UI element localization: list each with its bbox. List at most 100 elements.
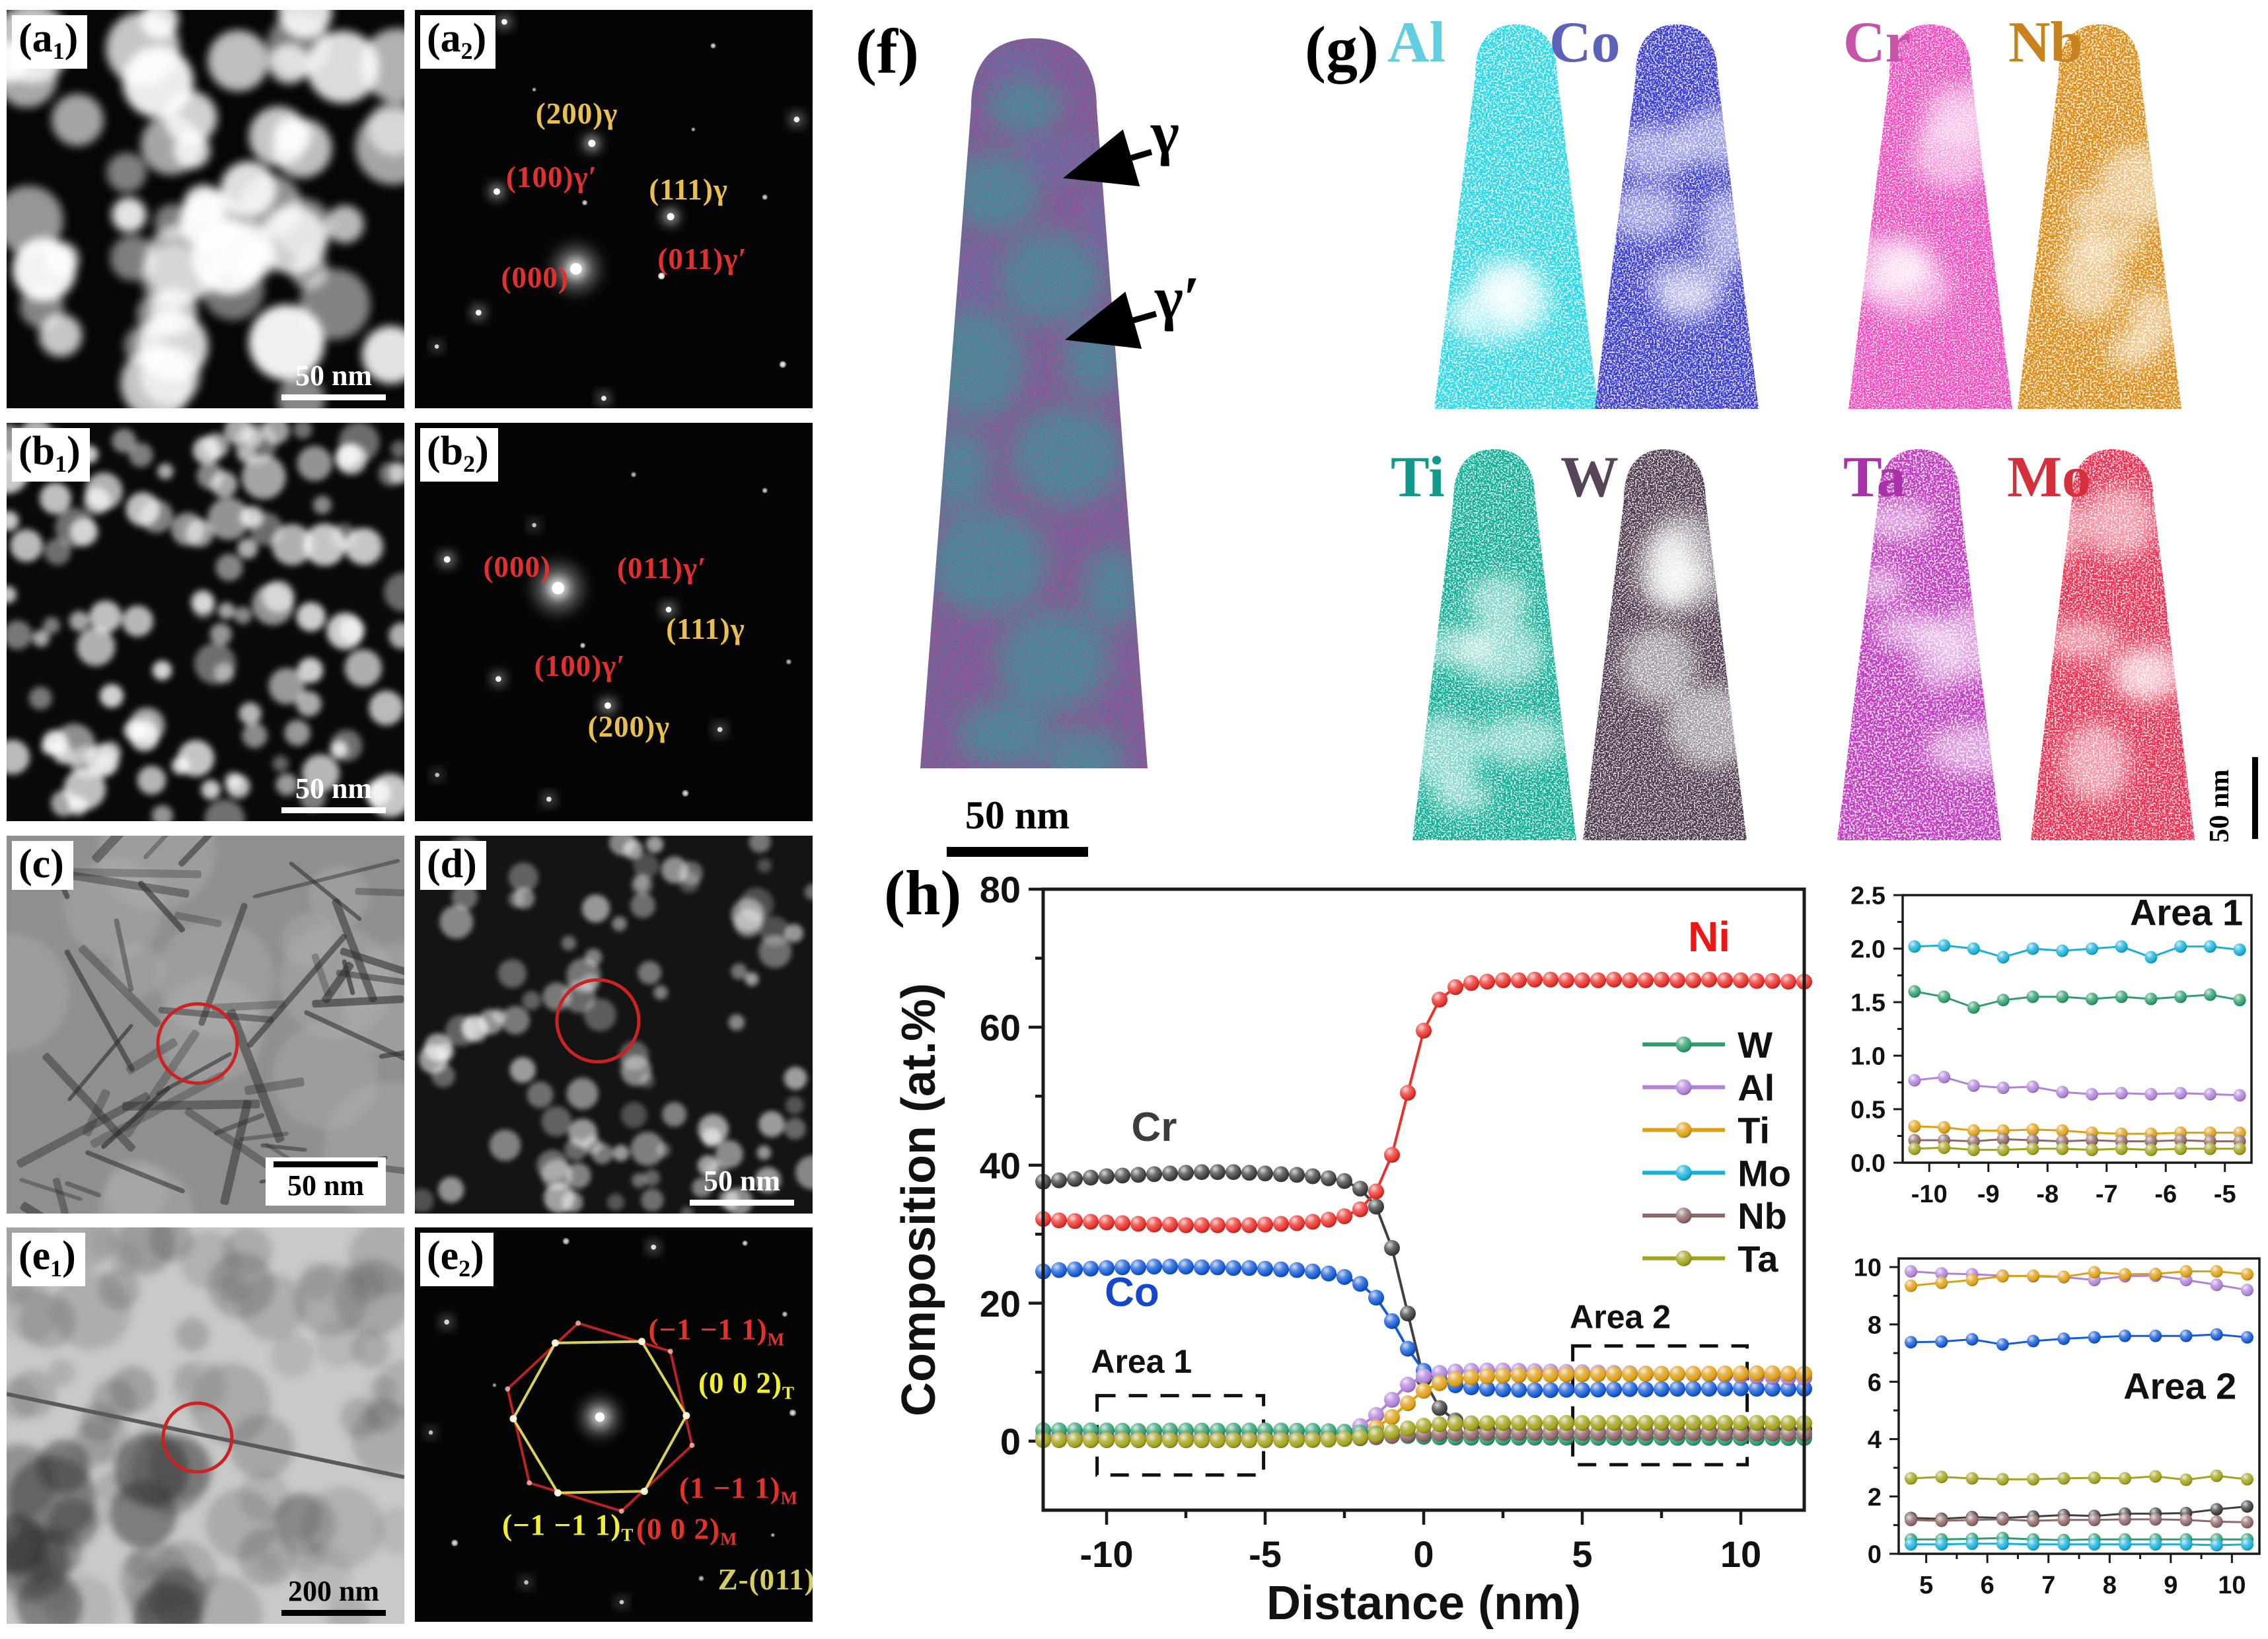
- annotation-Area-2: Area 2: [1570, 1298, 1671, 1335]
- map-tip-Cr: [1848, 24, 2012, 409]
- panel-label: (b1): [12, 428, 90, 482]
- svg-text:2.0: 2.0: [1850, 936, 1885, 964]
- panel-e1-tem-image: (e1) 200 nm: [7, 1227, 404, 1624]
- svg-text:0: 0: [1000, 1421, 1021, 1463]
- diffraction-index-label: (000): [501, 261, 569, 295]
- d-image: [415, 836, 813, 1214]
- annotation-Area-2: Area 2: [2123, 1366, 2236, 1407]
- panel-label: (e2): [420, 1233, 494, 1286]
- axis-tick-labels: -10 -5 0 5 10 0 20 40 60 80: [980, 869, 1761, 1575]
- map-tip-Ti: [1412, 449, 1576, 840]
- svg-text:1.5: 1.5: [1850, 990, 1885, 1017]
- diffraction-index-label: (200)γ: [587, 710, 671, 744]
- diffraction-index-label: (011)γ′: [657, 242, 748, 275]
- element-symbol-Ti: Ti: [1391, 445, 1445, 509]
- annotation-Ni: Ni: [1688, 913, 1730, 961]
- plot-frame: [1897, 1257, 2261, 1555]
- panel-label: (d): [420, 841, 486, 890]
- svg-text:0: 0: [1868, 1541, 1882, 1569]
- diffraction-index-label: (111)γ: [649, 172, 728, 206]
- b2-image: [415, 423, 813, 821]
- panel-label: (e1): [12, 1233, 85, 1286]
- diffraction-index-label: (−1 −1 1)M: [648, 1313, 786, 1350]
- element-symbol-W: W: [1560, 445, 1619, 509]
- svg-text:80: 80: [980, 869, 1021, 910]
- map-tip-Nb: [2018, 24, 2181, 409]
- element-symbol-Mo: Mo: [2007, 445, 2092, 509]
- axis-tick-labels: -10 -9 -8 -7 -6 -5 0.0 0.5 1.0 1.5 2.0 2.5: [1850, 883, 2236, 1208]
- gamma-prime-arrow: [1065, 291, 1157, 349]
- scalebar: 50 nm: [281, 359, 386, 400]
- panel-a1-tem-image: (a1) 50 nm: [7, 10, 404, 408]
- svg-text:Al: Al: [1738, 1067, 1774, 1109]
- diffraction-spots: [433, 17, 802, 403]
- maps-scalebar-label: 50 nm: [2205, 769, 2235, 843]
- svg-text:0.5: 0.5: [1850, 1097, 1885, 1124]
- svg-text:Ti: Ti: [1738, 1110, 1770, 1151]
- area2-inset-chart: 5 6 7 8 9 10 0 2 4 6 8 10 Area 2: [1854, 1255, 2261, 1599]
- svg-text:-10: -10: [1911, 1181, 1948, 1208]
- series-Ti: [1908, 1120, 2246, 1140]
- panel-label: (a2): [420, 15, 496, 69]
- a1-image: [7, 10, 404, 408]
- svg-text:0: 0: [1413, 1533, 1434, 1575]
- series-Mo: [1908, 939, 2246, 964]
- series-Ta: [1035, 1414, 1812, 1449]
- diffraction-index-label: (100)γ′: [505, 161, 598, 194]
- svg-text:5: 5: [1572, 1533, 1592, 1575]
- x-axis-title: Distance (nm): [1266, 1577, 1581, 1630]
- scalebar: 50 nm: [281, 772, 386, 813]
- grain-texture: [7, 1227, 404, 1624]
- svg-text:0.0: 0.0: [1850, 1150, 1885, 1178]
- panel-g-label: (g): [1305, 13, 1379, 84]
- apt-scalebar: [947, 847, 1088, 857]
- panel-c-tem-image: (c) 50 nm: [7, 836, 404, 1214]
- svg-text:Nb: Nb: [1738, 1195, 1787, 1237]
- scalebar: 50 nm: [266, 1157, 386, 1206]
- element-symbol-Al: Al: [1387, 11, 1445, 75]
- highlight-circle: [161, 1401, 234, 1474]
- panel-f-label: (f): [856, 16, 919, 87]
- svg-text:10: 10: [2218, 1572, 2246, 1599]
- diffraction-index-label: (000): [483, 550, 551, 584]
- svg-text:5: 5: [1919, 1572, 1933, 1599]
- c-image: [7, 836, 404, 1214]
- e1-image: [7, 1227, 404, 1624]
- map-tip-Co: [1595, 24, 1759, 409]
- gamma-phase-label: γ: [1151, 99, 1180, 166]
- element-symbol-Nb: Nb: [2008, 11, 2083, 75]
- svg-text:4: 4: [1868, 1426, 1882, 1454]
- panel-label: (a1): [12, 15, 88, 69]
- svg-text:6: 6: [1868, 1369, 1882, 1397]
- svg-text:2: 2: [1868, 1484, 1882, 1512]
- svg-text:8: 8: [2103, 1572, 2117, 1599]
- highlight-circle: [156, 1002, 239, 1085]
- highlight-circle: [555, 978, 641, 1064]
- svg-text:9: 9: [2164, 1572, 2177, 1599]
- apt-scalebar-label: 50 nm: [965, 793, 1070, 837]
- series-Al: [1908, 1070, 2246, 1102]
- panel-h-label: (h): [884, 857, 962, 928]
- series-Nb: [1908, 1132, 2246, 1148]
- series-Ta: [1905, 1469, 2253, 1486]
- series-Ti: [1905, 1265, 2253, 1292]
- diffraction-index-label: (1 −1 1)M: [678, 1471, 799, 1508]
- annotation-Cr: Cr: [1132, 1105, 1177, 1150]
- series-W: [1908, 985, 2246, 1014]
- panel-a2-diffraction-pattern: (200)γ (100)γ′ (111)γ (000) (011)γ′ (a2): [415, 10, 813, 408]
- svg-text:-10: -10: [1080, 1533, 1134, 1575]
- precipitate-texture: [7, 423, 404, 821]
- svg-text:1.0: 1.0: [1850, 1043, 1885, 1071]
- diffraction-index-label: (100)γ′: [534, 649, 626, 682]
- a2-image: [415, 10, 813, 408]
- map-tip-Ta: [1837, 449, 2001, 840]
- composition-profile-chart: -10 -5 0 5 10 0 20 40 60 80 Distance (nm) Compositi…: [893, 869, 1812, 1630]
- svg-text:20: 20: [980, 1283, 1021, 1325]
- twin-boundary-line: [7, 1392, 404, 1479]
- series-Nb: [1905, 1513, 2253, 1529]
- plot-frame: [1901, 894, 2253, 1164]
- panel-b1-tem-image: (b1) 50 nm: [7, 423, 404, 821]
- panel-label: (b2): [420, 428, 498, 482]
- svg-text:-7: -7: [2096, 1181, 2118, 1208]
- area1-inset-chart: -10 -9 -8 -7 -6 -5 0.0 0.5 1.0 1.5 2.0 2.5 Area 1: [1850, 883, 2253, 1208]
